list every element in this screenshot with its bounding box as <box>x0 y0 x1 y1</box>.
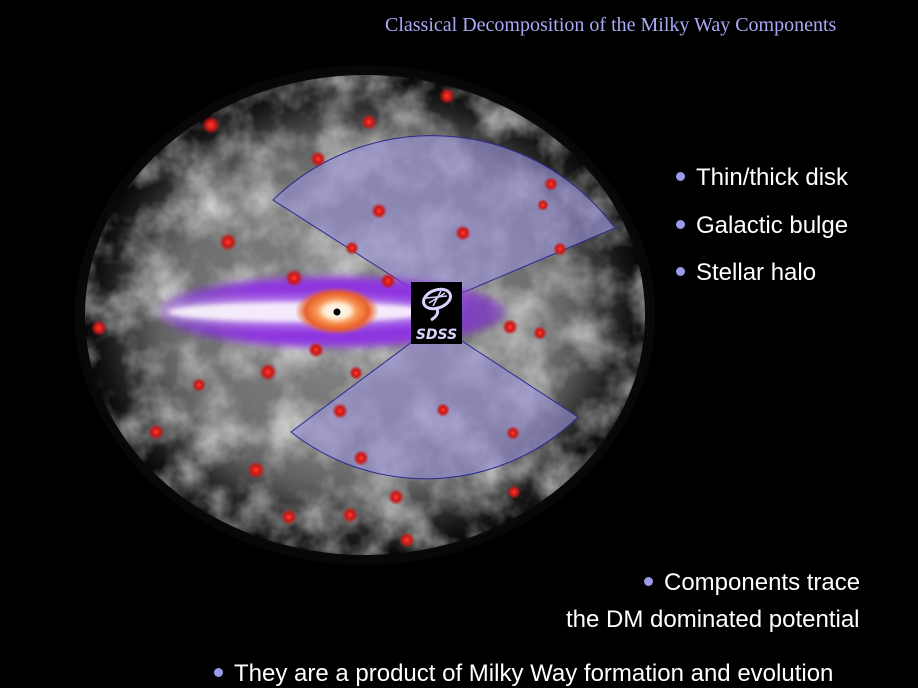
globular-cluster <box>553 242 567 256</box>
globular-cluster <box>399 532 415 548</box>
components-trace-continuation: the DM dominated potential <box>566 606 860 633</box>
galactic-bulge <box>295 287 379 335</box>
globular-cluster <box>388 489 404 505</box>
bullet-components-trace: Components trace <box>644 569 860 597</box>
bullet-dot-icon <box>676 220 685 230</box>
globular-cluster <box>455 225 471 241</box>
globular-cluster <box>202 116 220 134</box>
globular-cluster <box>308 342 324 358</box>
bullet-dot-icon <box>676 267 685 277</box>
bullet-thin-thick-disk: Thin/thick disk <box>676 164 848 192</box>
globular-cluster <box>506 426 520 440</box>
globular-cluster <box>342 507 358 523</box>
globular-clusters <box>91 88 567 548</box>
globular-cluster <box>349 366 363 380</box>
galactic-center <box>333 308 341 316</box>
sdss-logo: SDSS <box>411 282 462 344</box>
bullet-dot-icon <box>644 577 653 587</box>
globular-cluster <box>345 241 359 255</box>
globular-cluster <box>281 509 297 525</box>
globular-cluster <box>353 450 369 466</box>
survey-wedge-south <box>290 323 579 480</box>
globular-cluster <box>537 199 549 211</box>
bullet-galactic-bulge: Galactic bulge <box>676 212 848 240</box>
globular-cluster <box>148 424 164 440</box>
globular-cluster <box>544 177 558 191</box>
globular-cluster <box>533 326 547 340</box>
globular-cluster <box>219 233 237 251</box>
globular-cluster <box>502 319 518 335</box>
bullet-dot-icon <box>676 172 685 182</box>
globular-cluster <box>259 363 277 381</box>
survey-wedge-north <box>272 135 616 305</box>
globular-cluster <box>371 203 387 219</box>
globular-cluster <box>436 403 450 417</box>
globular-cluster <box>332 403 348 419</box>
globular-cluster <box>285 269 303 287</box>
bullet-dot-icon <box>214 668 223 678</box>
globular-cluster <box>380 273 396 289</box>
telescope-icon <box>421 287 453 322</box>
globular-cluster <box>247 461 265 479</box>
bullet-formation-evolution: They are a product of Milky Way formatio… <box>214 660 833 688</box>
globular-cluster <box>310 151 326 167</box>
globular-cluster <box>91 320 107 336</box>
bullet-stellar-halo: Stellar halo <box>676 259 816 287</box>
globular-cluster <box>507 485 521 499</box>
globular-cluster <box>192 378 206 392</box>
slide-title: Classical Decomposition of the Milky Way… <box>385 14 837 36</box>
sdss-logo-text: SDSS <box>415 327 458 343</box>
globular-cluster <box>439 88 455 104</box>
globular-cluster <box>361 114 377 130</box>
